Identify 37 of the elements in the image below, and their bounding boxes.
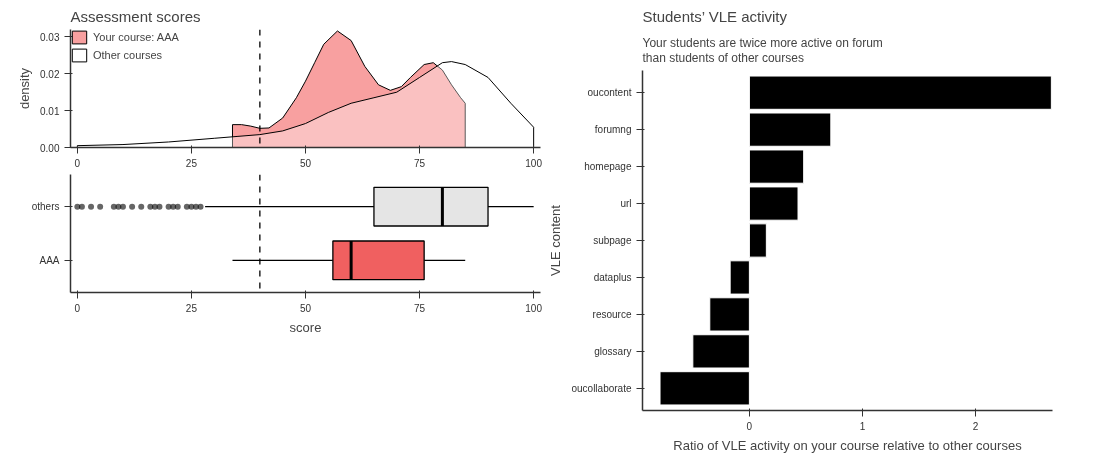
x-tick-label: 75 — [414, 157, 426, 169]
chart-title: Assessment scores — [70, 7, 201, 25]
y-tick-label: 0.00 — [40, 142, 60, 154]
y-tick-label: 0.01 — [40, 105, 60, 117]
y-tick-label: oucollaborate — [571, 382, 632, 394]
y-tick-label: forumng — [594, 124, 632, 136]
y-tick-label: AAA — [39, 254, 60, 266]
x-tick-label: 75 — [414, 302, 426, 314]
y-axis-title: density — [17, 67, 33, 110]
chart-title: Students’ VLE activity — [642, 7, 788, 25]
legend-label: Your course: AAA — [93, 30, 179, 44]
x-tick-label: 0 — [74, 302, 81, 314]
y-tick-label: 0.02 — [40, 68, 60, 80]
y-axis-title: VLE content — [548, 204, 564, 276]
y-tick-label: url — [620, 198, 632, 210]
x-tick-label: 100 — [525, 302, 543, 314]
y-tick-label: subpage — [593, 235, 632, 246]
y-tick-label: dataplus — [593, 271, 632, 283]
x-axis-title: Ratio of VLE activity on your course relative to other courses — [673, 437, 1023, 453]
y-tick-label: others — [31, 201, 60, 213]
y-tick-label: oucontent — [587, 87, 632, 99]
x-tick-label: 25 — [185, 302, 198, 314]
x-tick-label: 50 — [299, 157, 312, 169]
x-tick-label: 100 — [525, 157, 543, 169]
x-axis-title: score — [289, 319, 322, 335]
x-tick-label: 0 — [74, 157, 81, 169]
y-tick-label: glossary — [594, 345, 632, 357]
x-tick-label: 1 — [859, 420, 866, 432]
legend-label: Other courses — [93, 48, 163, 62]
y-tick-label: resource — [592, 308, 632, 320]
x-tick-label: 50 — [299, 302, 312, 314]
x-tick-label: 0 — [746, 420, 753, 432]
y-tick-label: homepage — [584, 161, 632, 173]
chart-subtitle: Your students are twice more active on forum than students of other courses — [642, 36, 883, 66]
y-tick-label: 0.03 — [40, 31, 60, 43]
x-tick-label: 25 — [185, 157, 198, 169]
x-tick-label: 2 — [972, 420, 979, 432]
